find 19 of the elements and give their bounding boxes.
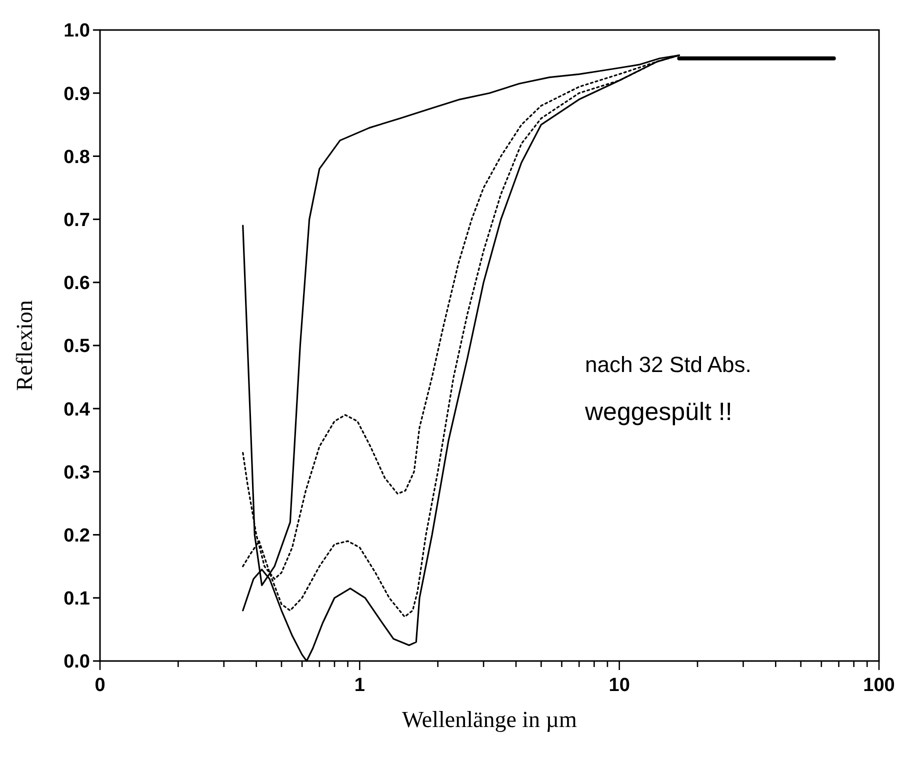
y-tick-label: 0.7 [64, 210, 90, 231]
y-tick-label: 0.6 [64, 273, 90, 294]
x-tick-label: 1 [354, 675, 366, 696]
x-tick-label: 0 [94, 675, 106, 696]
y-tick-label: 0.0 [64, 652, 90, 673]
annotation: nach 32 Std Abs. [585, 352, 752, 377]
y-tick-label: 0.3 [64, 462, 90, 484]
y-axis-title: Reflexion [12, 300, 37, 391]
x-tick-label: 10 [608, 675, 630, 696]
y-tick-label: 0.2 [64, 525, 90, 546]
y-tick-label: 0.8 [64, 146, 90, 168]
y-tick-label: 0.1 [64, 588, 90, 610]
x-tick-label: 100 [863, 675, 895, 696]
y-tick-label: 0.4 [64, 399, 90, 420]
x-axis-title: Wellenlänge in µm [402, 707, 578, 732]
y-tick-label: 0.5 [64, 336, 90, 358]
annotation: weggespült !! [584, 398, 732, 426]
y-tick-label: 0.9 [64, 84, 90, 105]
y-tick-label: 1.0 [64, 20, 90, 42]
